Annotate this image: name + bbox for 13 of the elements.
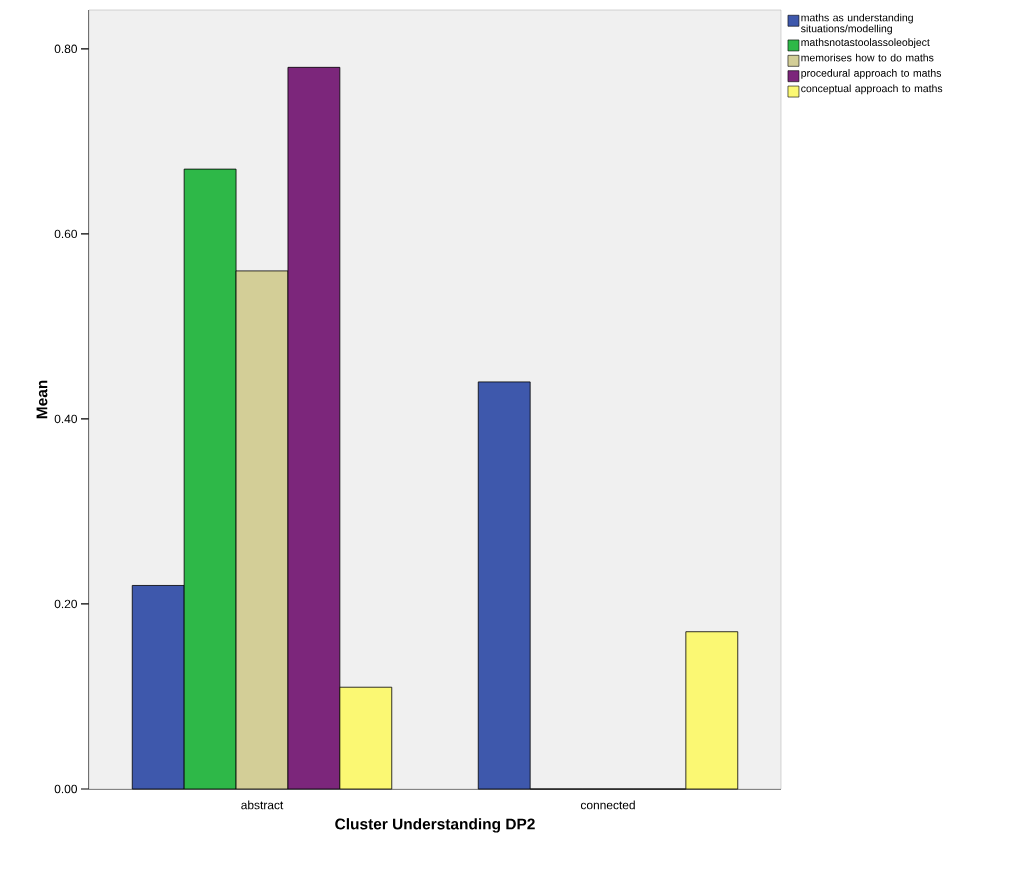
- y-axis-title: Mean: [36, 380, 48, 419]
- legend-label: mathsnotastoolassoleobject: [801, 38, 930, 49]
- y-tick-label: 0.60: [54, 229, 78, 239]
- y-tick-label: 0.80: [54, 44, 78, 54]
- legend-label: memorises how to do maths: [801, 53, 934, 62]
- x-tick-label: connected: [580, 800, 635, 810]
- x-tick-label: abstract: [241, 800, 284, 810]
- x-axis-title: Cluster Understanding DP2: [335, 818, 535, 833]
- y-tick-label: 0.40: [54, 414, 78, 424]
- legend-label: conceptual approach to maths: [801, 84, 943, 95]
- y-tick-label: 0.00: [54, 784, 78, 794]
- legend-label: procedural approach to maths: [801, 69, 942, 79]
- y-tick-label: 0.20: [54, 599, 78, 609]
